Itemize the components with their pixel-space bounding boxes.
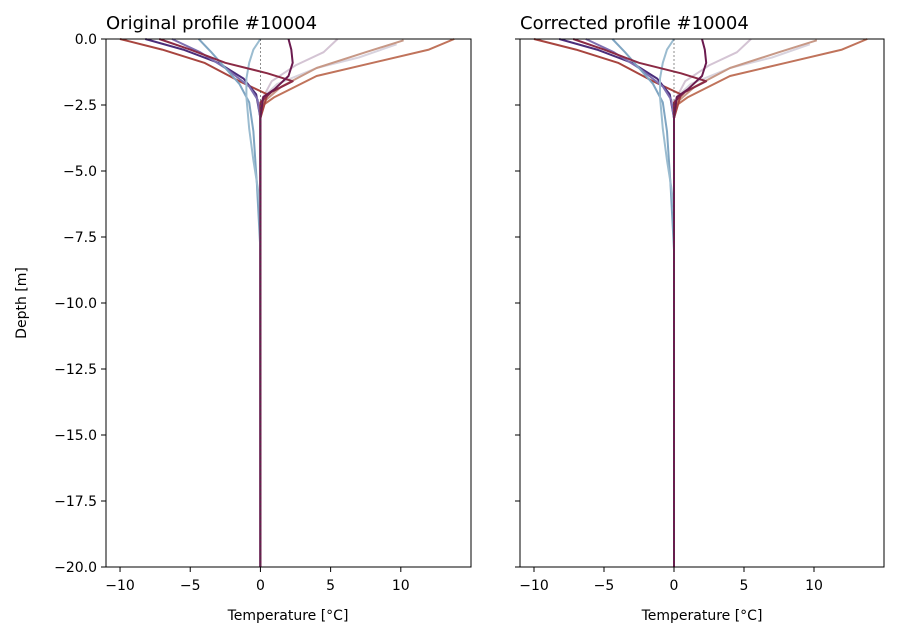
x-axis: −10 −5 0 5 10 <box>519 567 823 594</box>
series-line-9 <box>245 38 262 567</box>
series-line-10 <box>572 38 708 567</box>
series-line-7 <box>585 38 675 567</box>
series-line-11 <box>259 38 294 567</box>
y-axis: 0.0 −2.5 −5.0 −7.5 −10.0 −12.5 −15.0 −17.5 −20.0 <box>54 32 106 576</box>
x-tick-label: −10 <box>105 578 135 594</box>
series-line-6 <box>145 38 262 567</box>
series-line-7 <box>171 38 262 567</box>
series-line-3 <box>673 39 818 567</box>
series-line-5 <box>533 38 682 567</box>
panel-title: Corrected profile #10004 <box>520 13 749 34</box>
series-line-11 <box>673 38 708 567</box>
x-axis-label: Temperature [°C] <box>227 608 349 624</box>
y-tick-label: −12.5 <box>54 362 97 378</box>
panel-title: Original profile #10004 <box>106 13 317 34</box>
panel-original: Original profile #10004 −10 −5 0 5 10 0.0 −2.… <box>14 13 472 624</box>
series-line-9 <box>659 38 675 435</box>
x-tick-label: 0 <box>256 578 265 594</box>
series-line-1 <box>259 38 339 567</box>
x-tick-label: 0 <box>670 578 679 594</box>
y-tick-label: −2.5 <box>63 98 97 114</box>
y-tick-label: −15.0 <box>54 428 97 444</box>
x-tick-label: 10 <box>392 578 410 594</box>
y-tick-label: −5.0 <box>63 164 97 180</box>
x-tick-label: −5 <box>594 578 615 594</box>
panel-corrected: Corrected profile #10004 −10 −5 0 5 10 Tempe… <box>515 13 885 624</box>
series-line-4 <box>673 38 868 567</box>
series-line-4 <box>259 38 455 567</box>
series-line-1 <box>673 38 752 567</box>
y-tick-label: 0.0 <box>75 32 97 48</box>
x-axis-label: Temperature [°C] <box>641 608 763 624</box>
y-tick-label: −10.0 <box>54 296 97 312</box>
y-tick-label: −20.0 <box>54 560 97 576</box>
plot-frame <box>105 38 472 568</box>
series-line-10 <box>158 38 294 567</box>
y-tick-label: −7.5 <box>63 230 97 246</box>
x-tick-label: 5 <box>326 578 335 594</box>
x-tick-label: −10 <box>519 578 549 594</box>
y-axis-label: Depth [m] <box>14 267 30 339</box>
series-layer <box>533 38 868 567</box>
y-tick-label: −17.5 <box>54 494 97 510</box>
plot-frame <box>519 38 885 568</box>
y-axis <box>515 38 520 568</box>
series-line-2 <box>673 43 811 567</box>
x-tick-label: −5 <box>180 578 201 594</box>
series-line-8 <box>611 38 675 435</box>
x-axis: −10 −5 0 5 10 <box>105 567 410 594</box>
series-line-6 <box>558 38 675 567</box>
series-line-2 <box>259 43 397 567</box>
series-line-5 <box>119 38 269 567</box>
series-layer <box>119 38 455 567</box>
x-tick-label: 5 <box>740 578 749 594</box>
x-tick-label: 10 <box>805 578 823 594</box>
series-line-8 <box>197 38 262 567</box>
series-line-3 <box>259 39 404 567</box>
